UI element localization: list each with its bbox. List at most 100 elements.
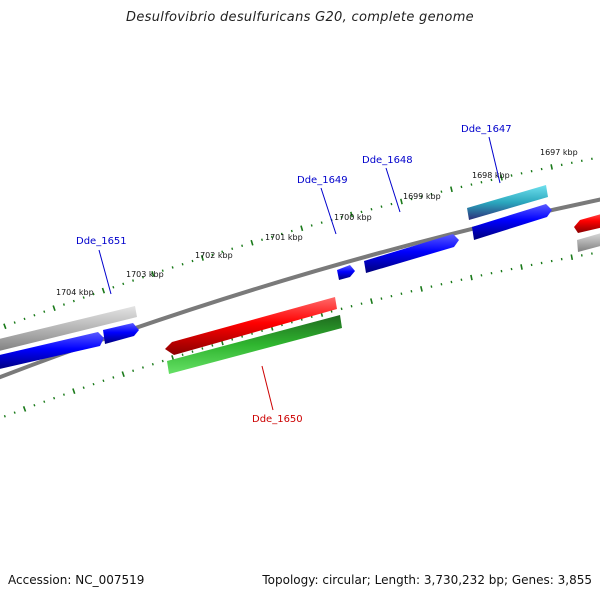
tick-label: 1704 kbp [56, 288, 94, 297]
minor-tick [191, 259, 194, 263]
minor-tick [380, 205, 383, 208]
minor-tick [62, 303, 65, 306]
cds-arrow[interactable] [364, 234, 459, 273]
major-tick [3, 323, 7, 330]
minor-tick [201, 347, 204, 350]
minor-tick [261, 238, 263, 241]
minor-tick [390, 202, 393, 206]
minor-tick [3, 414, 6, 418]
rna-feature-bar[interactable] [167, 315, 342, 374]
misc-feature-bar[interactable] [467, 185, 548, 220]
minor-tick [430, 192, 433, 196]
minor-tick [141, 366, 144, 369]
minor-tick [480, 274, 483, 277]
minor-tick [53, 396, 56, 400]
minor-tick [33, 404, 36, 407]
minor-tick [280, 232, 283, 236]
minor-tick [211, 344, 214, 347]
minor-tick [13, 321, 16, 324]
minor-tick [540, 167, 543, 171]
minor-tick [460, 185, 463, 189]
cds-arrow[interactable] [472, 204, 552, 240]
cds-arrow[interactable] [337, 265, 355, 280]
minor-tick [132, 279, 135, 282]
minor-tick [320, 221, 323, 224]
gene-feature-bar[interactable] [577, 230, 600, 252]
gene-labels: Dde_1647 Dde_1648 Dde_1649 Dde_1650 Dde_… [76, 124, 512, 425]
major-tick [250, 239, 254, 246]
leader-line [488, 136, 501, 184]
gene-feature-bar[interactable] [0, 306, 137, 352]
major-tick [520, 264, 523, 270]
minor-tick [370, 208, 373, 211]
major-tick [400, 198, 403, 205]
minor-tick [112, 376, 115, 379]
minor-tick [510, 174, 513, 177]
minor-tick [62, 393, 65, 396]
minor-tick [221, 250, 224, 254]
leader-line [98, 249, 112, 295]
gene-label-dde-1647[interactable]: Dde_1647 [461, 124, 512, 135]
minor-tick [211, 253, 214, 257]
tick-label: 1702 kbp [195, 251, 233, 260]
genome-title: Desulfovibrio desulfuricans G20, complet… [126, 10, 474, 25]
inner-features [165, 297, 342, 374]
genome-stats-label: Topology: circular; Length: 3,730,232 bp… [262, 573, 592, 587]
outer-features [0, 185, 600, 370]
major-tick [420, 286, 423, 292]
minor-tick [43, 400, 46, 403]
tick-label: 1697 kbp [540, 148, 578, 157]
minor-tick [470, 183, 473, 186]
gene-label-dde-1648[interactable]: Dde_1648 [362, 155, 413, 166]
major-tick [500, 174, 503, 181]
leader-line [261, 365, 274, 411]
minor-tick [151, 362, 154, 366]
minor-tick [440, 190, 443, 193]
cds-arrow[interactable] [0, 332, 104, 370]
minor-tick [171, 266, 174, 269]
major-tick [350, 211, 354, 218]
minor-tick [23, 317, 26, 321]
major-tick [300, 225, 304, 232]
leader-line [385, 167, 401, 213]
cds-arrow[interactable] [574, 211, 600, 233]
minor-tick [132, 369, 135, 372]
cds-arrow-dde-1650[interactable] [165, 297, 337, 355]
minor-tick [181, 353, 184, 356]
minor-tick [450, 280, 453, 284]
minor-tick [390, 294, 393, 298]
minor-tick [43, 310, 46, 313]
tick-label: 1698 kbp [472, 171, 510, 180]
minor-tick [350, 304, 353, 308]
major-tick [450, 186, 453, 193]
cds-arrow[interactable] [103, 323, 139, 344]
minor-tick [340, 215, 343, 219]
minor-tick [360, 210, 363, 214]
minor-tick [290, 229, 293, 233]
minor-tick [82, 296, 85, 299]
major-tick [370, 298, 373, 305]
minor-tick [480, 181, 483, 184]
minor-tick [72, 299, 75, 303]
major-tick [151, 271, 155, 277]
tick-label: 1699 kbp [403, 192, 441, 201]
tick-label: 1700 kbp [334, 213, 372, 222]
minor-tick [460, 278, 463, 281]
gene-label-dde-1651[interactable]: Dde_1651 [76, 236, 127, 247]
minor-tick [440, 283, 443, 286]
minor-tick [340, 307, 343, 311]
major-tick [121, 371, 125, 377]
gene-leaders [98, 136, 501, 411]
gene-label-dde-1649[interactable]: Dde_1649 [297, 175, 348, 186]
minor-tick [420, 195, 423, 198]
tick-label: 1703 kbp [126, 270, 164, 279]
major-tick [470, 274, 473, 281]
major-tick [72, 388, 76, 394]
tick-labels: 1697 kbp 1698 kbp 1699 kbp 1700 kbp 1701… [56, 148, 578, 297]
tick-label: 1701 kbp [265, 233, 303, 242]
minor-tick [241, 335, 244, 338]
minor-tick [13, 411, 16, 414]
minor-tick [102, 379, 105, 383]
gene-label-dde-1650[interactable]: Dde_1650 [252, 414, 303, 425]
